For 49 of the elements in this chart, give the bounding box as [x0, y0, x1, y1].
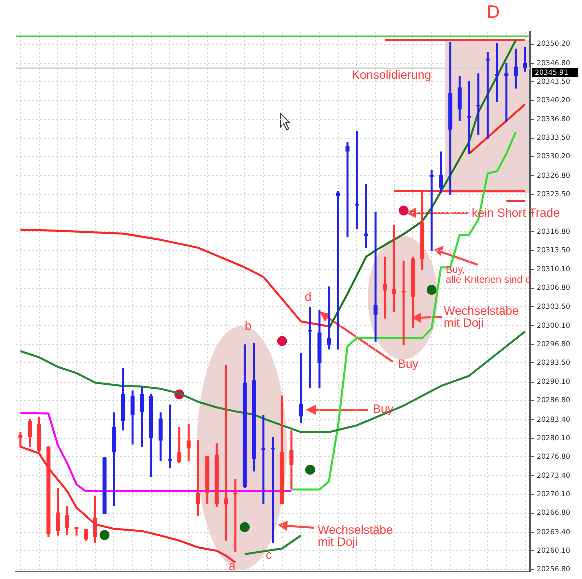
candlestick: [523, 46, 528, 73]
candlestick: [186, 422, 191, 463]
candlestick: [18, 431, 23, 448]
point: [277, 336, 288, 346]
candlestick: [158, 412, 163, 462]
candlestick: [84, 528, 88, 542]
candlestick: [402, 260, 406, 346]
point: [100, 530, 110, 540]
candlestick: [299, 352, 304, 424]
annotation: a: [229, 559, 236, 574]
annotation: Wechselstäbe mit Doji: [318, 523, 394, 549]
text: D: [487, 2, 500, 23]
candlestick: [224, 364, 228, 542]
point: [398, 206, 409, 216]
candlestick: [93, 494, 98, 544]
candlestick: [327, 286, 332, 351]
candlestick: [28, 418, 32, 448]
candlestick: [514, 48, 518, 90]
candlestick: [140, 386, 144, 448]
point: [305, 465, 316, 476]
annotation: Wechselstäbe mit Doji: [444, 304, 520, 330]
candlestick: [374, 210, 378, 344]
candlestick: [504, 62, 509, 123]
annotation: c: [266, 548, 272, 563]
candlestick: [168, 404, 172, 470]
candlestick: [458, 75, 462, 122]
candlestick: [56, 487, 60, 537]
candlestick: [392, 224, 396, 314]
candlestick: [271, 436, 275, 544]
candlestick: [467, 80, 472, 156]
candlestick: [495, 42, 500, 104]
point: [426, 285, 437, 296]
annotation: Buy: [398, 357, 419, 372]
candlestick: [178, 426, 182, 464]
candlestick: [290, 430, 294, 491]
point: [240, 522, 250, 532]
annotation: Buy: [373, 402, 394, 417]
candlestick: [130, 390, 135, 446]
candlestick: [383, 256, 388, 320]
candlestick: [346, 141, 350, 238]
candlestick: [196, 439, 200, 518]
annotation: b: [245, 319, 252, 334]
candlestick: [439, 150, 444, 194]
candlestick: [65, 505, 70, 536]
candlestick: [234, 478, 238, 554]
candlestick: [262, 414, 266, 506]
annotation: d: [305, 290, 312, 305]
annotation: Konsolidierung: [352, 68, 432, 83]
candlestick: [476, 72, 481, 136]
